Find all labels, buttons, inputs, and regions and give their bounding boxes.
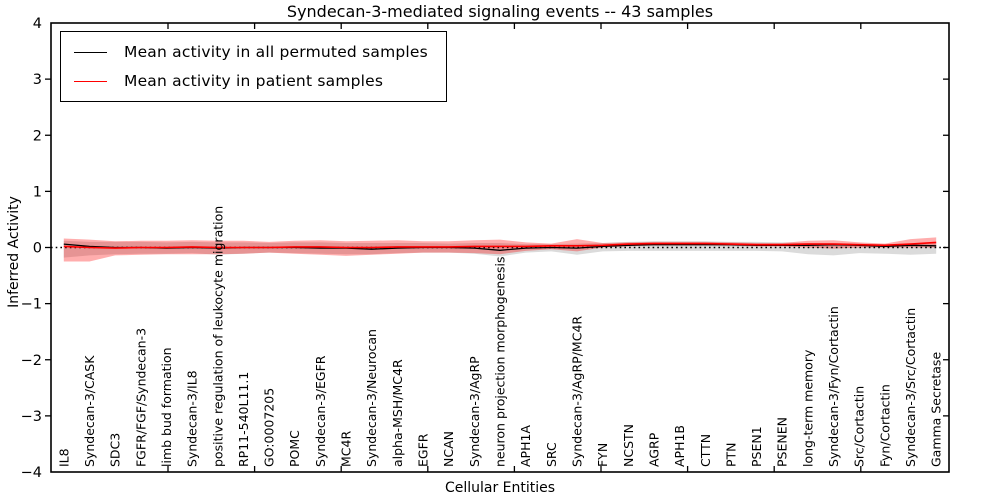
x-category-label: IL8	[56, 448, 71, 467]
y-tick-label: 3	[33, 72, 42, 88]
x-category-label: Fyn/Cortactin	[877, 384, 892, 467]
legend-entry-permuted: Mean activity in all permuted samples	[74, 40, 428, 64]
x-category-label: Gamma Secretase	[929, 352, 944, 467]
y-tick-label: −4	[21, 465, 42, 481]
x-category-label: neuron projection morphogenesis	[493, 256, 508, 467]
x-category-label: limb bud formation	[159, 347, 174, 467]
x-category-label: SDC3	[108, 433, 123, 467]
chart-title: Syndecan-3-mediated signaling events -- …	[286, 2, 714, 21]
y-tick-label: 2	[33, 128, 42, 144]
x-category-label: PSENEN	[775, 417, 790, 467]
x-category-label: NCSTN	[621, 424, 636, 467]
x-category-label: Syndecan-3/CASK	[82, 355, 97, 467]
x-category-label: FYN	[595, 443, 610, 467]
patient-mean-line	[63, 241, 937, 249]
permuted-line-swatch	[74, 51, 107, 53]
x-category-label: long-term memory	[800, 349, 815, 467]
x-category-label: EGFR	[416, 433, 431, 467]
legend-label-permuted: Mean activity in all permuted samples	[124, 43, 428, 61]
legend-entry-patient: Mean activity in patient samples	[74, 69, 428, 93]
x-category-label: MC4R	[339, 431, 354, 467]
x-category-label: Syndecan-3/Src/Cortactin	[903, 308, 918, 467]
x-category-label: Syndecan-3/AgRP	[467, 356, 482, 467]
y-tick-label: −3	[21, 409, 42, 425]
x-category-label: PSEN1	[749, 426, 764, 467]
legend-label-patient: Mean activity in patient samples	[124, 72, 384, 90]
x-category-label: RP11-540L11.1	[236, 372, 251, 467]
x-category-label: positive regulation of leukocyte migrati…	[210, 206, 225, 467]
x-category-label: Syndecan-3/EGFR	[313, 355, 328, 467]
x-category-label: CTTN	[698, 434, 713, 467]
x-category-label: PTN	[723, 442, 738, 467]
x-category-label: SRC	[544, 442, 559, 467]
x-axis-label: Cellular Entities	[444, 480, 556, 496]
y-tick-label: 4	[33, 16, 42, 32]
x-category-label: Syndecan-3/IL8	[185, 370, 200, 467]
y-tick-label: 1	[33, 184, 42, 200]
x-category-label: FGFR/FGF/Syndecan-3	[133, 328, 148, 467]
x-category-label: APH1B	[672, 425, 687, 467]
x-category-label: Syndecan-3/Neurocan	[364, 329, 379, 467]
x-category-label: Syndecan-3/AgRP/MC4R	[570, 316, 585, 467]
x-category-label: POMC	[287, 430, 302, 467]
x-category-label: GO:0007205	[262, 388, 277, 467]
y-tick-label: 0	[33, 241, 42, 257]
x-category-label: AGRP	[646, 432, 661, 467]
x-category-label: Src/Cortactin	[852, 386, 867, 467]
x-category-label: NCAN	[441, 431, 456, 467]
legend: Mean activity in all permuted samples Me…	[60, 31, 447, 102]
y-tick-label: −1	[21, 297, 42, 313]
patient-line-swatch	[74, 80, 107, 82]
x-category-label: alpha-MSH/MC4R	[390, 359, 405, 467]
x-category-label: APH1A	[518, 425, 533, 467]
x-category-label: Syndecan-3/Fyn/Cortactin	[826, 306, 841, 467]
y-tick-label: −2	[21, 353, 42, 369]
